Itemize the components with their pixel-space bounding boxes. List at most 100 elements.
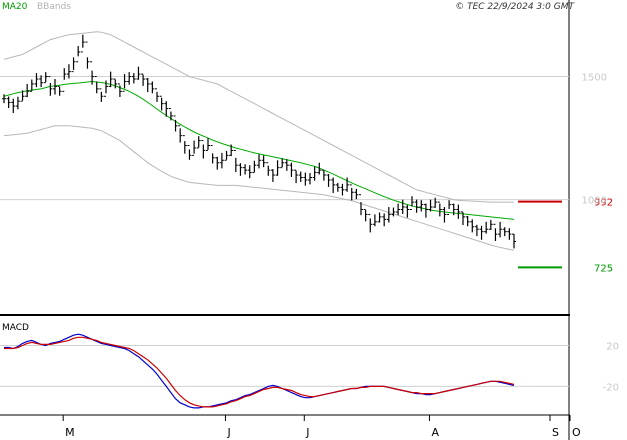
ohlc-bar [372,214,377,227]
ohlc-bar [150,81,155,94]
ohlc-bar [284,159,289,171]
ohlc-bar [159,95,164,111]
price-y-tick-label: 1000 [582,196,607,207]
ohlc-bar [423,203,428,218]
ohlc-bar [243,164,248,175]
ohlc-bar [6,96,11,109]
ohlc-bar [15,96,20,110]
ohlc-bar [317,162,322,175]
price-panel: 992 725 1500 1000 MA20 BBands © TEC 22/9/2… [0,0,613,440]
ohlc-bar [275,160,280,176]
ohlc-bar [498,221,503,238]
x-axis-tick-label: J [226,426,230,439]
ohlc-bar [433,197,438,208]
ohlc-bar [43,72,48,84]
ohlc-bar [502,227,507,237]
ohlc-bar [164,101,169,117]
ohlc-bar [512,233,516,249]
ohlc-bar [447,200,452,215]
price-level-label: 725 [594,263,613,274]
ohlc-bar [131,73,136,84]
ohlc-bar [71,57,76,73]
ohlc-bar [345,177,350,192]
ohlc-bar [442,207,447,223]
x-axis-tick-label: S [552,426,559,439]
ohlc-bar [53,79,57,95]
ohlc-bar [206,138,210,151]
ohlc-bar [215,156,220,170]
ohlc-bar [196,136,201,149]
ohlc-bar [303,172,308,186]
ohlc-bar [261,155,266,168]
ohlc-bar [66,64,71,79]
ohlc-bar [117,83,122,97]
ohlc-bar [57,85,62,96]
macd-y-tick-label: 20 [606,341,619,352]
bollinger-bands [3,31,515,251]
ohlc-bar [104,80,108,97]
ohlc-bar [224,150,229,161]
ohlc-bar [437,201,442,217]
ohlc-bar [11,98,16,113]
x-axis-tick-label: J [305,426,309,439]
ohlc-bar [90,61,95,85]
ohlc-bar [168,108,173,121]
ohlc-bar [233,149,238,173]
ohlc-bar [76,46,81,63]
ohlc-bar [29,79,34,92]
ohlc-bar [493,223,498,242]
ohlc-bar [108,71,113,88]
ohlc-bar [368,213,373,233]
ohlc-bar [507,228,512,240]
ohlc-bar [414,199,419,213]
macd-y-tick-label: -20 [603,382,619,393]
ohlc-bar [85,41,90,69]
ohlc-bar [39,75,44,88]
price-y-ticks: 1500 1000 [582,73,607,207]
ohlc-bar [238,163,243,176]
ohlc-bar [178,125,183,143]
ohlc-bar [335,182,340,192]
ohlc-bar [470,219,475,233]
macd-title: MACD [2,323,29,333]
ohlc-bar [461,211,465,226]
ohlc-bar [270,169,275,182]
x-axis-tick-label: A [431,426,439,439]
ohlc-bar [396,203,401,216]
ohlc-bar [229,144,234,157]
x-axis-tick-label: O [572,426,581,439]
ohlc-bar [48,76,53,96]
ohlc-bar [155,88,159,102]
legend-bbands: BBands [37,2,71,12]
ohlc-bar [136,66,141,80]
ohlc-bars [2,34,516,249]
ohlc-bar [386,207,391,223]
ohlc-bar [99,88,104,102]
ohlc-bar [2,94,6,104]
ohlc-bar [405,205,410,218]
ohlc-bar [484,221,489,234]
price-gridlines [0,76,569,201]
ohlc-bar [428,199,433,212]
x-axis-tick-label: M [65,426,75,439]
ohlc-bar [377,212,382,223]
ohlc-bar [359,194,363,216]
price-y-tick-label: 1500 [582,73,607,84]
ohlc-bar [141,73,146,86]
ohlc-bar [331,177,336,194]
ohlc-bar [349,184,354,201]
ohlc-bar [340,183,345,196]
ohlc-bar [321,169,326,181]
ohlc-bar [113,78,118,89]
macd-y-ticks: 20 -20 [603,341,619,393]
ohlc-bar [34,73,39,88]
ohlc-bar [474,224,479,237]
ohlc-bar [294,169,299,184]
ohlc-bar [252,160,257,174]
copyright-label: © TEC 22/9/2024 3:0 GMT [455,2,575,12]
ohlc-bar [391,207,396,217]
ohlc-bar [410,196,414,211]
macd-line [4,333,515,409]
